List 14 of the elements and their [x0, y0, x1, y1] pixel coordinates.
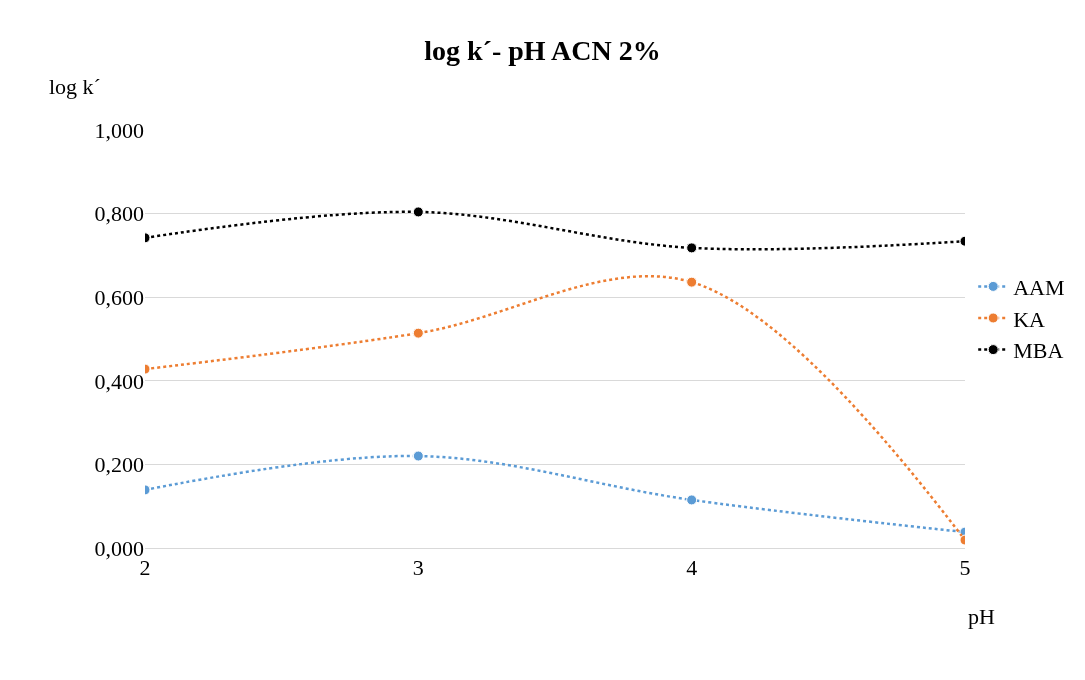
legend-label: AAM: [1013, 274, 1065, 300]
y-tick-label: 1,000: [94, 117, 144, 143]
y-tick-label: 0,800: [94, 201, 144, 227]
x-tick-label: 5: [959, 555, 971, 581]
y-tick-label: 0,200: [94, 452, 144, 478]
x-axis-title: pH: [968, 604, 995, 629]
y-tick-label: 0,600: [94, 284, 144, 310]
legend-label: MBA: [1013, 338, 1064, 364]
x-tick-label: 4: [686, 555, 698, 581]
x-tick-label: 3: [412, 555, 424, 581]
y-axis-title: log k´: [49, 74, 101, 99]
chart-title: log k´- pH ACN 2%: [424, 35, 661, 67]
legend-label: KA: [1013, 306, 1046, 332]
y-tick-label: 0,400: [94, 368, 144, 394]
